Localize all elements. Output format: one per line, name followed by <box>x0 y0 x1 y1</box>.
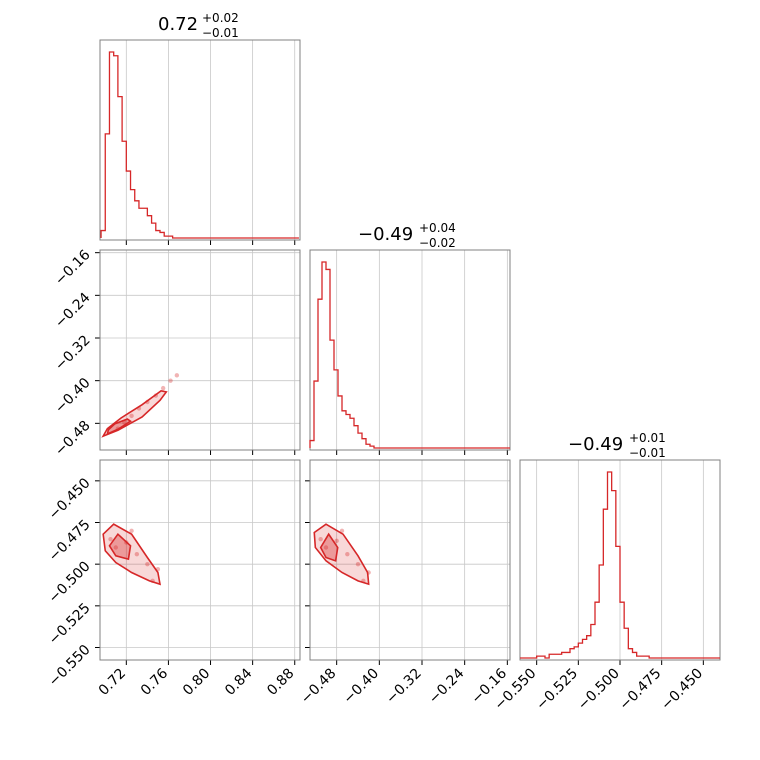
scatter-point <box>160 385 166 391</box>
scatter-point <box>174 373 180 378</box>
panel-frames <box>95 39 721 665</box>
xtick-label: 0.76 <box>138 665 171 698</box>
frame-diag-0 <box>99 39 301 241</box>
scatter-point <box>323 545 329 550</box>
scatter-point <box>355 561 361 567</box>
histogram-diag-2 <box>520 471 720 659</box>
ytick-label: −0.525 <box>46 600 94 648</box>
title-diag-2-minus: −0.01 <box>629 446 666 460</box>
contour-pair-2-0-0 <box>102 523 162 586</box>
ytick-label: −0.16 <box>52 247 94 289</box>
ytick-label: −0.500 <box>46 559 94 607</box>
xtick-label: −0.525 <box>533 666 581 714</box>
scatter-point <box>129 528 134 534</box>
ytick-label: −0.32 <box>52 332 94 374</box>
ytick-label: −0.24 <box>52 290 94 332</box>
xtick-label: 0.80 <box>180 666 213 699</box>
scatter-point <box>334 538 339 544</box>
scatter-point <box>318 536 323 542</box>
ytick-label: −0.550 <box>46 642 94 690</box>
contour-pair-2-0-1 <box>108 532 132 561</box>
title-diag-0-plus: +0.02 <box>202 11 239 25</box>
frame-pair-2-0 <box>99 459 301 661</box>
histogram-diag-1 <box>309 261 510 449</box>
xtick-label: 0.84 <box>222 665 255 698</box>
scatter-point <box>129 413 134 419</box>
y-ticks-row2: −0.450−0.475−0.500−0.525−0.550 <box>46 475 94 690</box>
scatter-point <box>168 378 173 383</box>
ytick-label: −0.450 <box>46 475 94 523</box>
title-diag-2-plus: +0.01 <box>629 431 666 445</box>
histogram-diag-0 <box>100 51 299 239</box>
frame-diag-2 <box>519 459 721 661</box>
xtick-label: −0.450 <box>658 666 706 714</box>
y-ticks-row1: −0.16−0.24−0.32−0.40−0.48 <box>52 247 94 459</box>
ytick-label: −0.48 <box>52 418 94 460</box>
title-diag-0-minus: −0.01 <box>202 26 239 40</box>
title-diag-1-plus: +0.04 <box>419 221 456 235</box>
xtick-label: 0.88 <box>264 666 297 699</box>
title-diag-1-minus: −0.02 <box>419 236 456 250</box>
contour-pair-1-0-1 <box>106 418 132 436</box>
scatter-point <box>145 561 150 567</box>
xtick-label: −0.24 <box>426 665 468 707</box>
frame-pair-2-1 <box>309 459 511 661</box>
xtick-label: −0.500 <box>575 666 623 714</box>
ytick-label: −0.40 <box>52 375 94 417</box>
x-ticks-col2: −0.550−0.525−0.500−0.475−0.450 <box>492 666 707 714</box>
frame-pair-1-0 <box>99 249 301 451</box>
x-ticks-col0: 0.72 0.76 0.80 0.84 0.88 <box>96 665 298 698</box>
x-ticks-col1: −0.48 −0.40 −0.32 −0.24 −0.16 <box>298 665 510 707</box>
chart-marks <box>100 51 720 659</box>
title-diag-1: −0.49 <box>358 224 413 245</box>
xtick-label: −0.32 <box>383 666 425 708</box>
ytick-label: −0.475 <box>46 517 94 565</box>
xtick-label: −0.40 <box>341 666 383 708</box>
title-diag-0: 0.72 <box>158 14 198 35</box>
scatter-point <box>339 528 345 534</box>
contour-pair-2-1-0 <box>313 523 370 586</box>
scatter-point <box>345 551 350 557</box>
scatter-point <box>113 545 118 550</box>
scatter-point <box>108 536 113 542</box>
contour-pair-2-1-1 <box>319 532 339 562</box>
xtick-label: −0.48 <box>298 666 340 708</box>
scatter-point <box>134 551 140 557</box>
xtick-label: −0.475 <box>617 666 665 714</box>
xtick-label: 0.72 <box>96 666 129 699</box>
frame-diag-1 <box>309 249 511 451</box>
title-diag-2: −0.49 <box>568 434 623 455</box>
